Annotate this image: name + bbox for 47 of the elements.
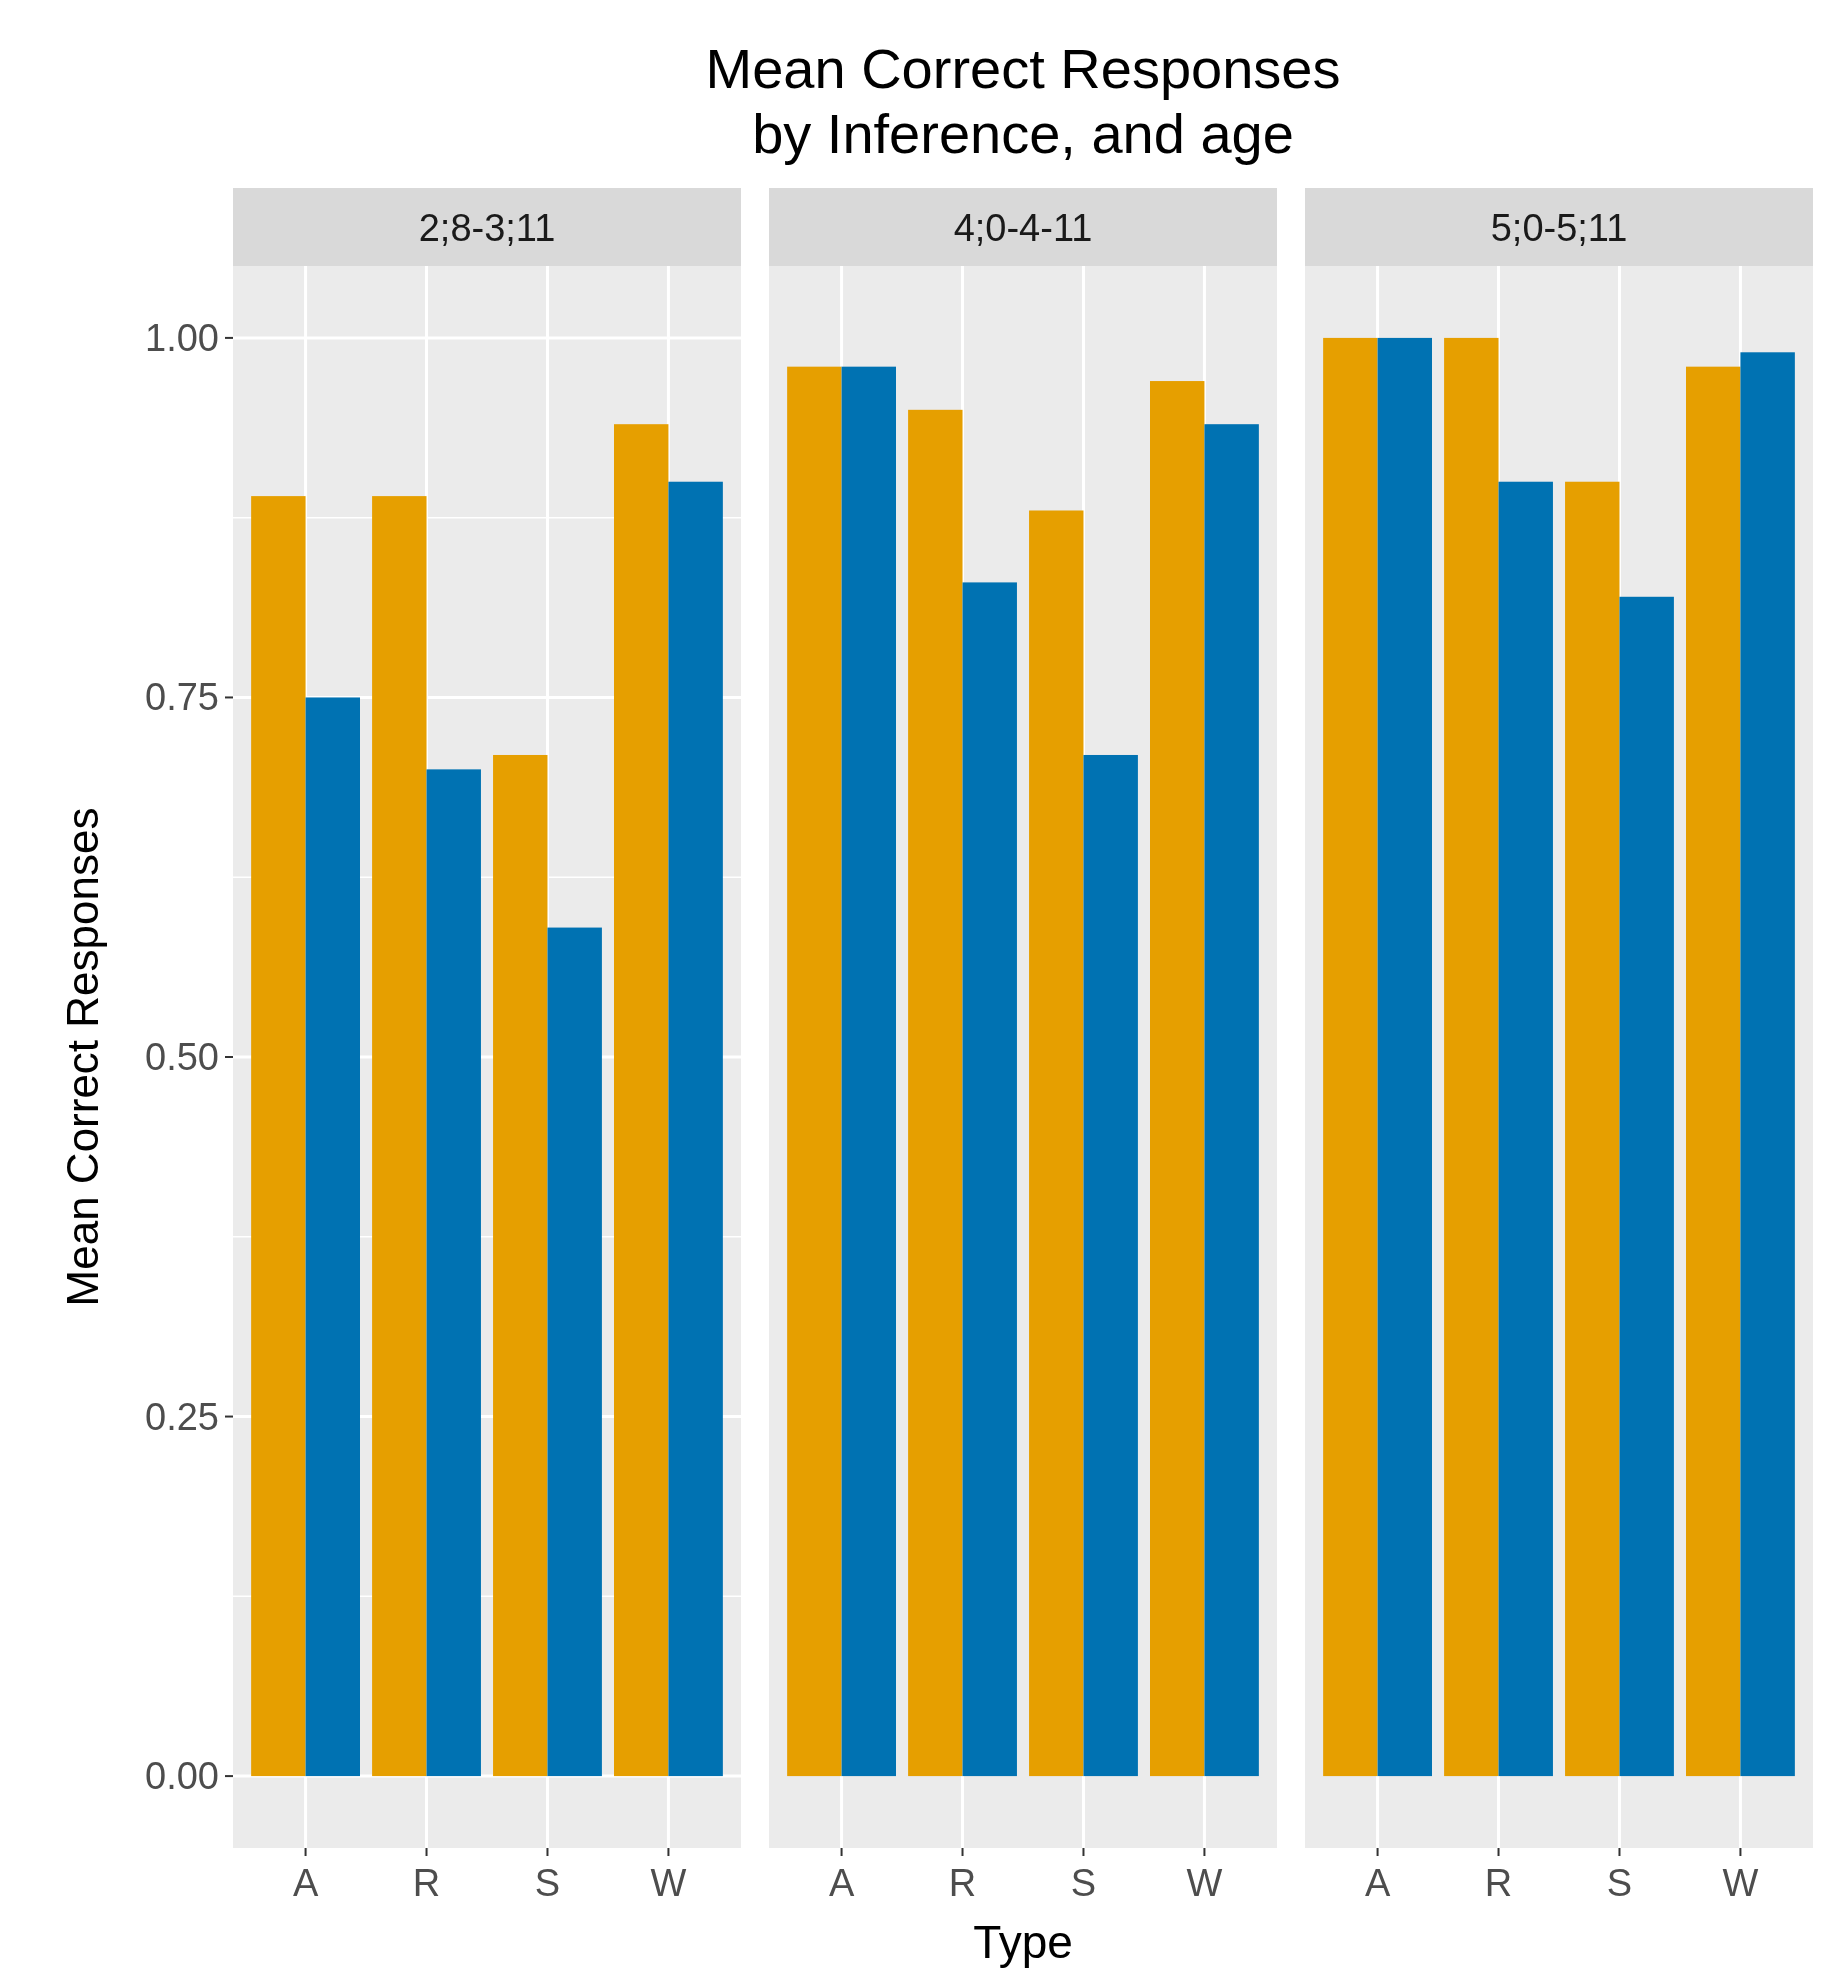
y-tick-label: 0.50 bbox=[145, 1036, 219, 1078]
y-tick-label: 0.25 bbox=[145, 1395, 219, 1438]
y-tick-label: 0.75 bbox=[145, 676, 219, 719]
chart-subtitle: 2;8-3;11 bbox=[418, 207, 556, 249]
x-tick-label: R bbox=[412, 1862, 441, 1904]
y-tick-label: 0.00 bbox=[145, 1755, 219, 1798]
bar bbox=[1150, 381, 1205, 1777]
x-tick-label: S bbox=[1070, 1862, 1097, 1904]
bar bbox=[1323, 337, 1378, 1777]
x-tick-label: W bbox=[1722, 1862, 1759, 1904]
bar bbox=[614, 424, 669, 1777]
bar bbox=[1377, 337, 1432, 1777]
bar bbox=[1740, 352, 1795, 1777]
bar bbox=[1619, 596, 1674, 1777]
bar bbox=[1498, 481, 1553, 1777]
x-tick-label: A bbox=[292, 1862, 319, 1904]
y-tick-label: 1.00 bbox=[145, 316, 219, 359]
chart-subtitle: 5;0-5;11 bbox=[1490, 207, 1628, 249]
bar bbox=[668, 481, 723, 1777]
bar bbox=[493, 754, 548, 1777]
x-tick-label: S bbox=[534, 1862, 561, 1904]
x-axis-title: Type bbox=[973, 1916, 1073, 1968]
bar bbox=[1083, 754, 1138, 1777]
x-tick-label: A bbox=[828, 1862, 855, 1904]
bar bbox=[547, 927, 602, 1777]
chart-title: Mean Correct Responses by Inference, and age bbox=[705, 37, 1341, 165]
bar bbox=[251, 496, 306, 1777]
bar bbox=[1204, 424, 1259, 1777]
x-tick-label: R bbox=[948, 1862, 977, 1904]
bar bbox=[1686, 366, 1741, 1777]
bar bbox=[962, 582, 1017, 1777]
x-tick-label: A bbox=[1364, 1862, 1391, 1904]
bar bbox=[426, 769, 481, 1777]
bar bbox=[372, 496, 427, 1777]
x-tick-label: W bbox=[1186, 1862, 1223, 1904]
x-tick-label: S bbox=[1606, 1862, 1633, 1904]
bar bbox=[1444, 337, 1499, 1777]
x-tick-label: R bbox=[1484, 1862, 1513, 1904]
bar bbox=[787, 366, 842, 1777]
bar bbox=[305, 697, 360, 1777]
bar bbox=[1565, 481, 1620, 1777]
bar bbox=[908, 409, 963, 1777]
x-tick-label: W bbox=[650, 1862, 687, 1904]
chart-subtitle: 4;0-4-11 bbox=[953, 207, 1093, 249]
bar bbox=[1029, 510, 1084, 1777]
bar bbox=[841, 366, 896, 1777]
y-axis-title: Mean Correct Responses bbox=[58, 807, 107, 1307]
